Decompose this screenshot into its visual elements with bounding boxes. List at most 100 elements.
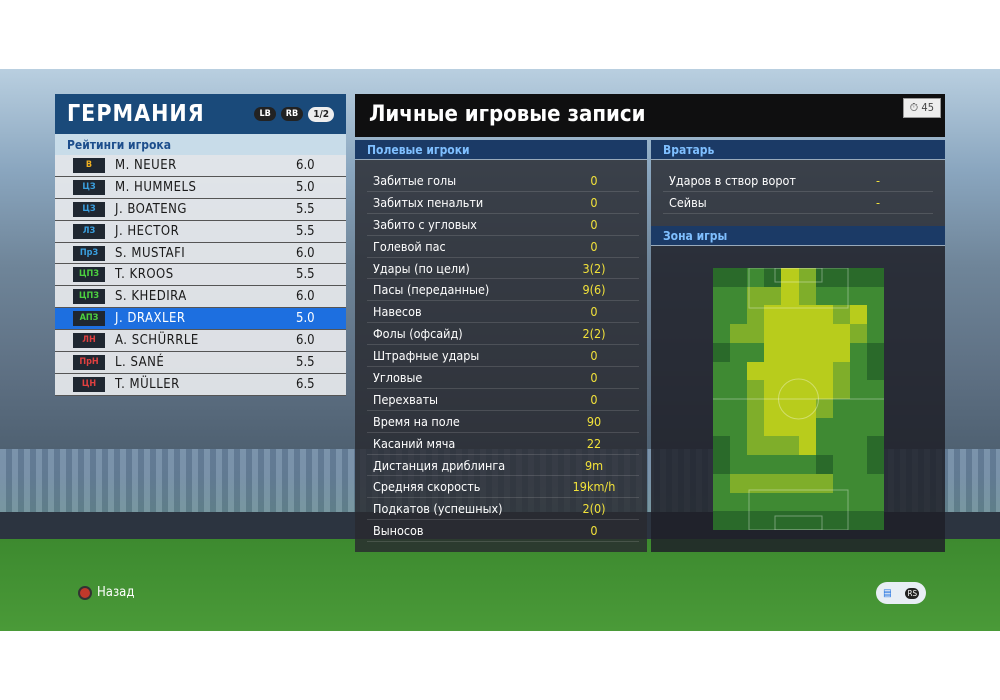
heatmap-cell: [849, 492, 867, 512]
player-rating: 6.0: [296, 333, 315, 349]
heatmap-cell: [730, 473, 748, 493]
heatmap-cell: [764, 324, 782, 343]
heatmap-cell: [866, 436, 884, 456]
heatmap-cell: [747, 268, 765, 287]
heatmap-cell: [764, 492, 782, 512]
heatmap-cell: [764, 417, 782, 437]
stat-label: Забитых пенальти: [373, 194, 484, 210]
player-row[interactable]: ЦН T. MÜLLER 6.5: [55, 373, 346, 396]
heatmap-cell: [764, 380, 782, 399]
heatmap-cell: [713, 286, 731, 306]
page-indicator: 1/2: [308, 106, 334, 122]
heatmap-cell: [730, 268, 748, 287]
player-row[interactable]: ЦЗ J. BOATENG 5.5: [55, 198, 346, 221]
heatmap-cell: [713, 473, 731, 493]
player-row[interactable]: ЦПЗ T. KROOS 5.5: [55, 264, 346, 287]
heatmap-cell: [747, 305, 765, 325]
heatmap-cell: [832, 342, 850, 362]
stat-row: Штрафные удары 0: [367, 345, 639, 368]
rb-button[interactable]: RB: [280, 107, 304, 121]
heatmap-cell: [849, 511, 867, 530]
position-badge: ЛН: [73, 333, 105, 349]
stat-label: Забито с угловых: [373, 216, 477, 232]
heatmap-cell: [764, 436, 782, 456]
heatmap-cell: [815, 268, 833, 287]
player-rating: 6.5: [296, 376, 315, 392]
heatmap-cell: [713, 361, 731, 381]
heatmap-cell: [781, 305, 799, 325]
heatmap-cell: [747, 492, 765, 512]
heatmap-cell: [832, 473, 850, 493]
heatmap-cell: [866, 455, 884, 474]
heatmap-cell: [747, 398, 765, 418]
player-rating: 5.5: [296, 267, 315, 283]
heatmap-cell: [781, 455, 799, 474]
heatmap-cell: [866, 342, 884, 362]
position-badge: АПЗ: [73, 311, 105, 327]
heatmap-cell: [764, 342, 782, 362]
player-row[interactable]: ЛН A. SCHÜRRLE 6.0: [55, 330, 346, 353]
player-name: S. MUSTAFI: [115, 245, 186, 261]
heatmap-cell: [764, 473, 782, 493]
heatmap-cell: [815, 511, 833, 530]
stat-label: Подкатов (успешных): [373, 501, 503, 517]
page-title: Личные игровые записи: [355, 94, 945, 137]
heatmap-cell: [747, 455, 765, 474]
heatmap-cell: [764, 286, 782, 306]
player-name: J. HECTOR: [115, 223, 180, 239]
heatmap-cell: [730, 286, 748, 306]
player-row[interactable]: В M. NEUER 6.0: [55, 155, 346, 177]
heatmap-cell: [713, 492, 731, 512]
stat-value: 0: [590, 348, 598, 364]
heatmap-cell: [798, 324, 816, 343]
heatmap-cell: [747, 473, 765, 493]
stat-value: -: [875, 172, 881, 188]
heatmap-cell: [730, 380, 748, 399]
heatmap-cell: [798, 342, 816, 362]
heatmap-cell: [730, 324, 748, 343]
lb-button[interactable]: LB: [254, 107, 276, 121]
chat-icon: ▤: [882, 587, 892, 599]
position-badge: ЦПЗ: [73, 289, 105, 305]
player-row[interactable]: ЛЗ J. HECTOR 5.5: [55, 220, 346, 243]
stat-label: Удары (по цели): [373, 260, 470, 276]
heatmap-cell: [747, 286, 765, 306]
stats-panel: Личные игровые записи ⏱ 45 Полевые игрок…: [355, 94, 945, 552]
player-rating: 5.5: [296, 201, 315, 217]
stat-row: Подкатов (успешных) 2(0): [367, 498, 639, 521]
heatmap-cell: [849, 324, 867, 343]
heatmap-cell: [832, 436, 850, 456]
heatmap-cell: [781, 380, 799, 399]
ratings-label: Рейтинги игрока: [55, 134, 346, 155]
player-row[interactable]: ПрН L. SANÉ 5.5: [55, 352, 346, 374]
heatmap-cell: [764, 455, 782, 474]
player-row[interactable]: ПрЗ S. MUSTAFI 6.0: [55, 242, 346, 265]
player-row[interactable]: АПЗ J. DRAXLER 5.0: [55, 308, 346, 331]
heatmap-cell: [764, 511, 782, 530]
heatmap-cell: [832, 511, 850, 530]
team-header: ГЕРМАНИЯ LB RB 1/2: [55, 94, 346, 134]
heatmap-cell: [798, 286, 816, 306]
player-row[interactable]: ЦЗ M. HUMMELS 5.0: [55, 176, 346, 199]
heatmap-cell: [832, 361, 850, 381]
heatmap-cell: [781, 342, 799, 362]
heatmap-cell: [866, 473, 884, 493]
controller-hints[interactable]: ▤ RS: [876, 582, 926, 604]
back-button[interactable]: Назад: [78, 585, 134, 600]
heatmap-cell: [815, 286, 833, 306]
player-row[interactable]: ЦПЗ S. KHEDIRA 6.0: [55, 286, 346, 309]
player-rating: 6.0: [296, 289, 315, 305]
stat-value: 0: [590, 172, 598, 188]
heatmap-cell: [849, 361, 867, 381]
heatmap-cell: [764, 361, 782, 381]
stat-row: Навесов 0: [367, 301, 639, 324]
field-players-header: Полевые игроки: [355, 140, 647, 160]
gk-stat-row: Ударов в створ ворот -: [663, 170, 933, 192]
heatmap-cell: [730, 436, 748, 456]
player-rating: 5.0: [296, 311, 315, 327]
player-name: M. NEUER: [115, 157, 177, 173]
heatmap-cell: [747, 324, 765, 343]
heatmap-cell: [781, 268, 799, 287]
heatmap-cell: [798, 511, 816, 530]
heatmap-cell: [730, 398, 748, 418]
